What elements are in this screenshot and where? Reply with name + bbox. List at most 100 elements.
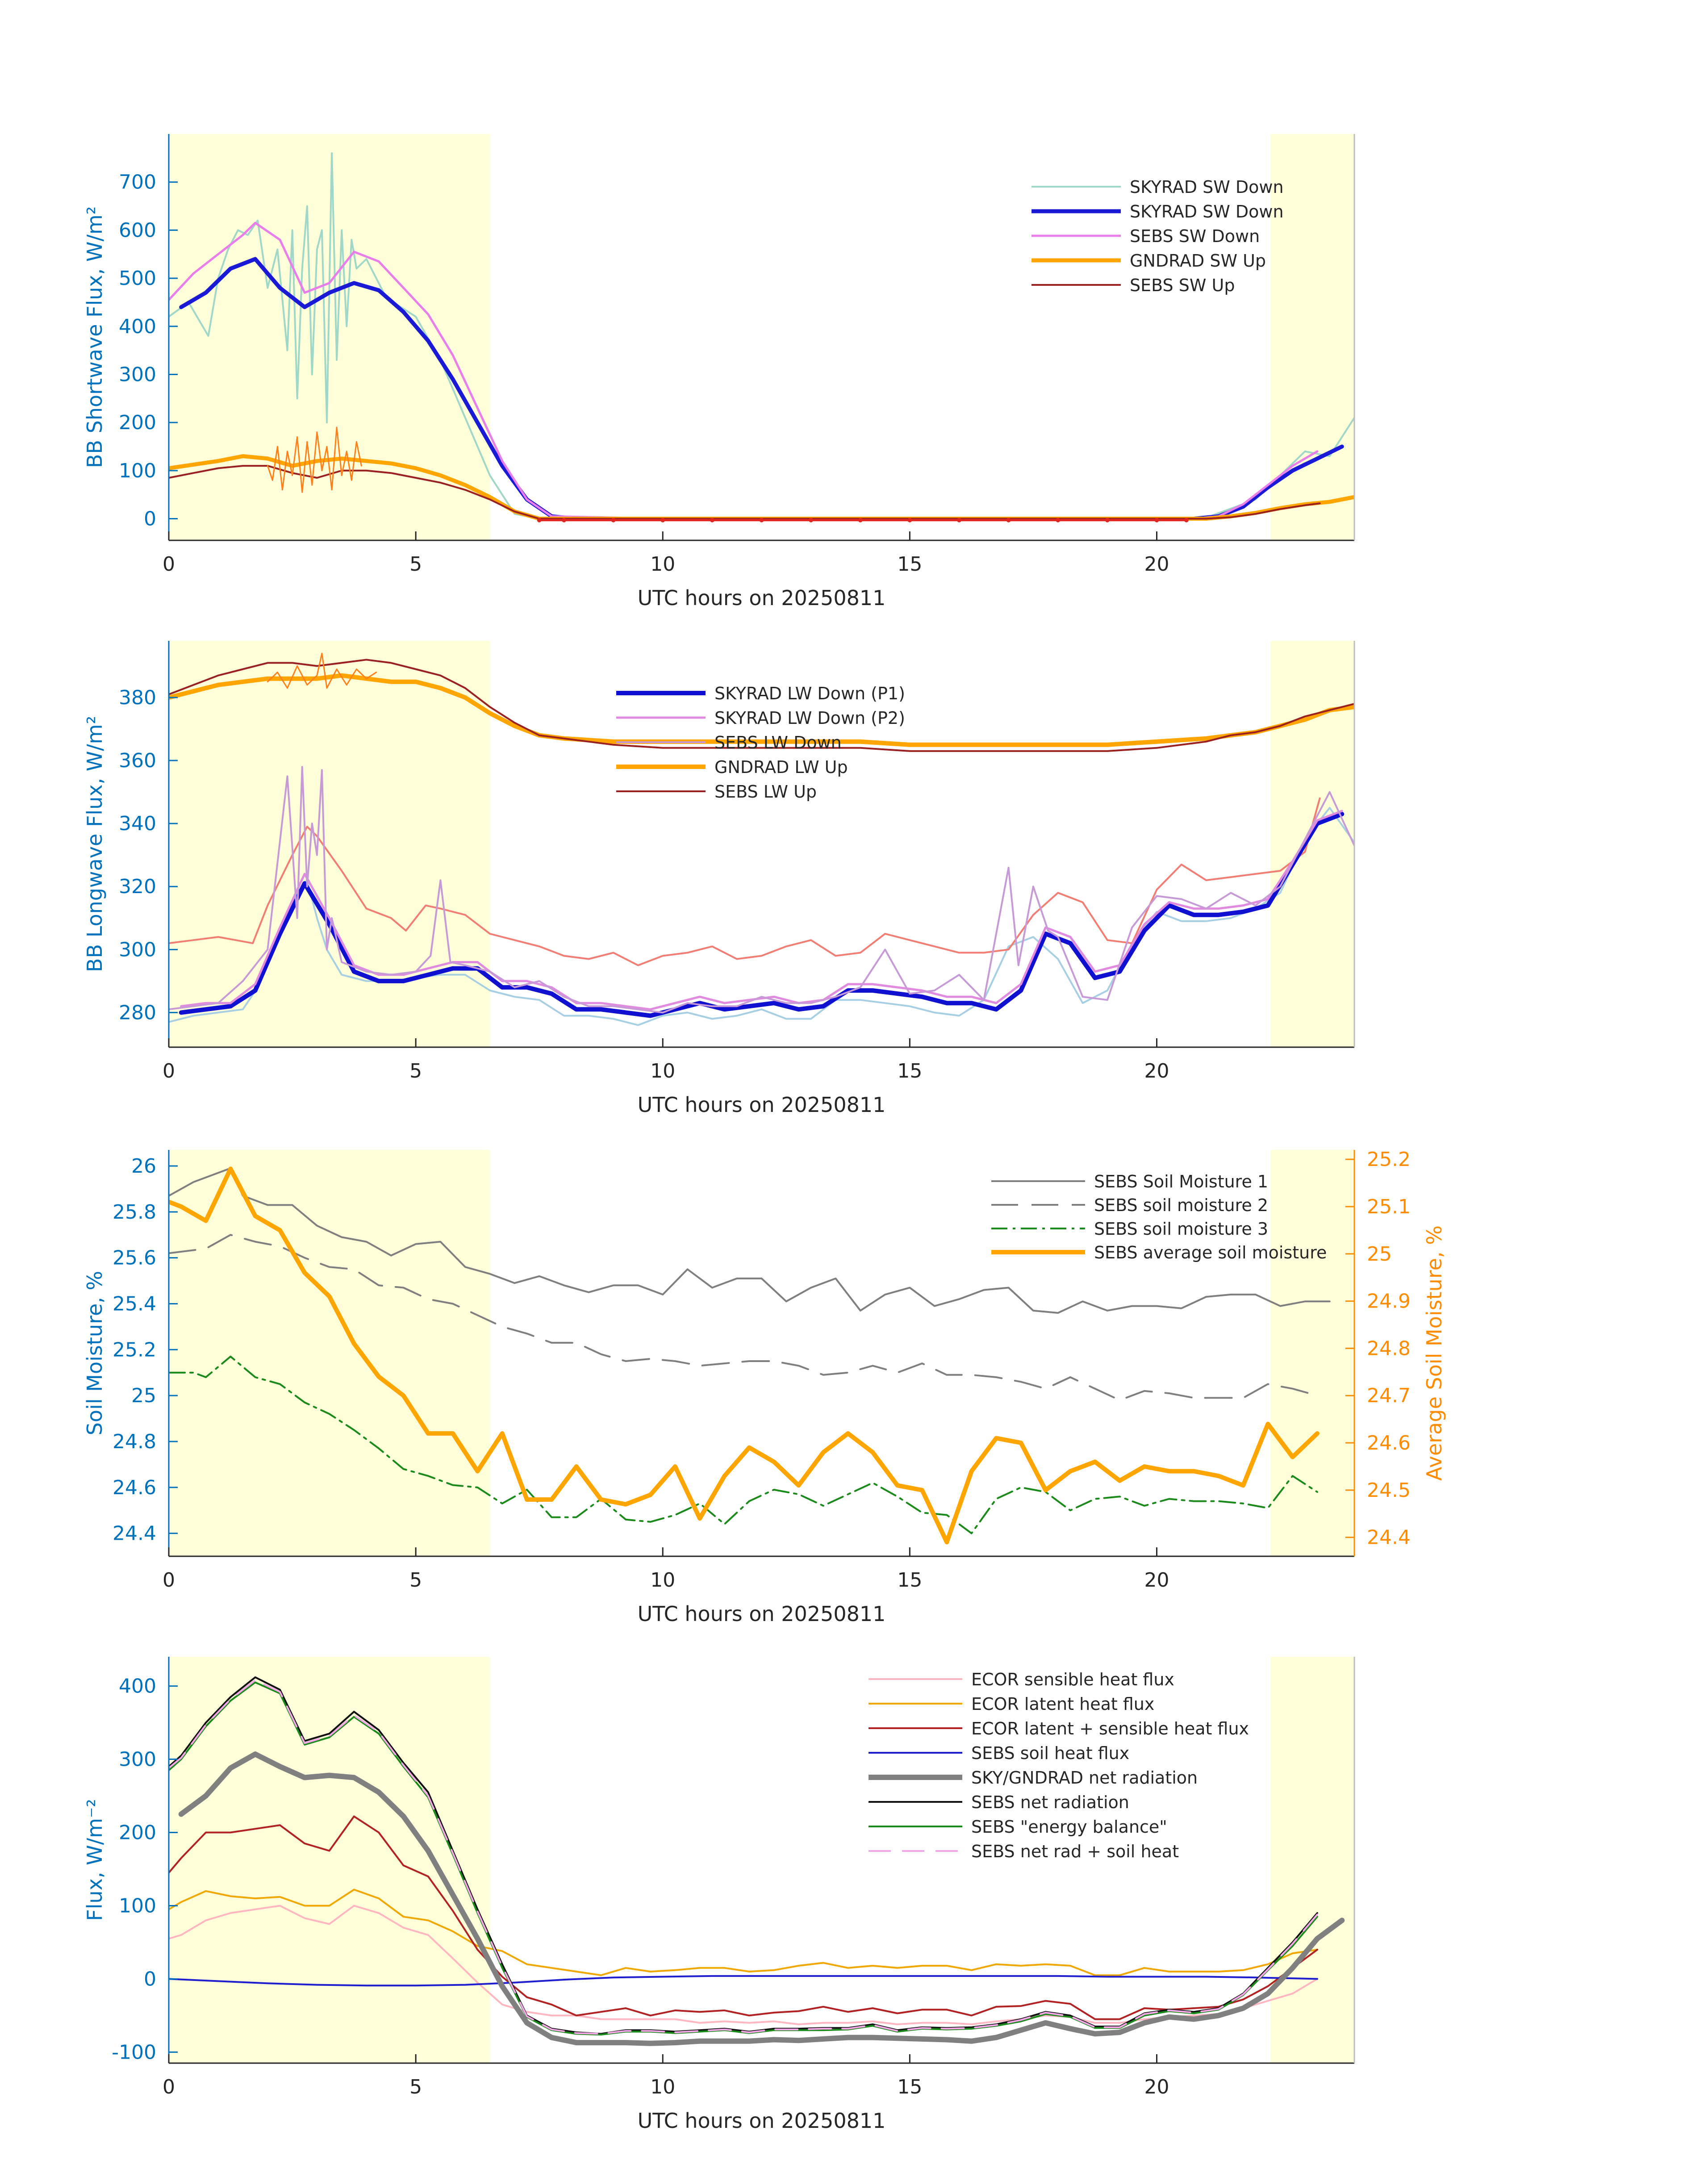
series-point	[1184, 518, 1189, 522]
series-point	[809, 518, 814, 522]
y-right-tick-label: 24.4	[1367, 1526, 1411, 1549]
series-group	[169, 652, 1354, 1026]
legend-label-sebs-net-radiation: SEBS net radiation	[971, 1793, 1129, 1812]
x-tick-label: 15	[897, 2076, 922, 2098]
x-tick-label: 20	[1144, 2076, 1169, 2098]
y-tick-label: 600	[119, 219, 156, 242]
legend-label-sebs-lw-down: SEBS LW Down	[714, 733, 842, 752]
series-point	[957, 518, 961, 522]
y-tick-label: 320	[119, 875, 156, 898]
y-right-tick-label: 24.9	[1367, 1290, 1411, 1313]
y-axis-label: BB Shortwave Flux, W/m²	[83, 206, 107, 468]
y-tick-label: 280	[119, 1001, 156, 1024]
legend-label-sebs-soil-moisture-3: SEBS soil moisture 3	[1094, 1219, 1268, 1239]
x-tick-label: 20	[1144, 1569, 1169, 1592]
series-line-sebs-lw-up	[169, 659, 1354, 752]
y-tick-label: 340	[119, 812, 156, 835]
y-tick-label: 400	[119, 1675, 156, 1698]
series-line-sebs-soil-moisture-3	[169, 1355, 1318, 1534]
series-line-unlabeled	[267, 426, 362, 493]
x-tick-label: 10	[650, 1060, 675, 1082]
legend-label-sebs-soil-moisture-1: SEBS Soil Moisture 1	[1094, 1172, 1268, 1191]
legend-label-sebs-net-rad-soil-heat: SEBS net rad + soil heat	[971, 1842, 1179, 1861]
series-line-skyrad-lw-down-p1	[179, 812, 1345, 1018]
y-tick-label: 25	[131, 1384, 156, 1407]
series-point	[759, 518, 764, 522]
y-right-axis-label: Average Soil Moisture, %	[1422, 1225, 1446, 1481]
y-right-tick-label: 25.1	[1367, 1195, 1411, 1218]
series-line-ecor-latent-sensible-heat-flux	[169, 1815, 1318, 2020]
y-tick-label: 300	[119, 938, 156, 961]
series-line-sebs-net-rad-soil-heat	[169, 1679, 1318, 2035]
y-right-tick-label: 25.2	[1367, 1148, 1411, 1171]
y-tick-label: 200	[119, 1822, 156, 1844]
legend-label-gndrad-lw-up: GNDRAD LW Up	[714, 757, 848, 777]
night-shade-band	[169, 1150, 490, 1556]
series-point	[611, 518, 616, 522]
legend-label-skyrad-sw-down: SKYRAD SW Down	[1130, 177, 1284, 197]
night-shade-band	[1270, 1150, 1354, 1556]
series-point	[1006, 518, 1011, 522]
x-tick-label: 5	[409, 1569, 422, 1592]
legend-label-skyrad-sw-down: SKYRAD SW Down	[1130, 202, 1284, 221]
y-tick-label: 360	[119, 749, 156, 772]
x-tick-label: 15	[897, 1060, 922, 1082]
series-line-sebs-soil-moisture-2	[169, 1234, 1318, 1401]
legend-label-sebs-average-soil-moisture: SEBS average soil moisture	[1094, 1243, 1327, 1262]
series-line-sky-gndrad-net-radiation	[178, 1751, 1345, 2046]
night-shade-band	[169, 1657, 490, 2063]
series-line-gndrad-sw-up	[169, 454, 1354, 521]
y-tick-label: 300	[119, 363, 156, 386]
series-point	[660, 518, 665, 522]
night-shade-band	[1270, 1657, 1354, 2063]
y-tick-label: 0	[144, 508, 156, 531]
night-shade-band	[169, 641, 490, 1047]
x-tick-label: 0	[163, 1569, 175, 1592]
y-tick-label: 100	[119, 460, 156, 482]
series-point	[1105, 518, 1110, 522]
x-tick-label: 10	[650, 553, 675, 576]
series-point	[537, 518, 542, 522]
y-tick-label: 25.8	[113, 1201, 156, 1224]
series-point	[858, 518, 863, 522]
series-group	[169, 152, 1354, 522]
x-tick-label: 20	[1144, 1060, 1169, 1082]
x-tick-label: 5	[409, 553, 422, 576]
legend-label-sebs-lw-up: SEBS LW Up	[714, 782, 817, 802]
series-point	[710, 518, 714, 522]
legend-label-ecor-latent-sensible-heat-flux: ECOR latent + sensible heat flux	[971, 1719, 1249, 1738]
x-axis-label: UTC hours on 20250811	[638, 1602, 886, 1626]
series-line-sebs-average-soil-moisture	[169, 1166, 1320, 1545]
series-point	[562, 518, 566, 522]
series-line-ecor-latent-heat-flux	[169, 1889, 1318, 1976]
y-tick-label: -100	[112, 2041, 156, 2064]
series-point	[1154, 518, 1159, 522]
x-tick-label: 0	[163, 1060, 175, 1082]
y-tick-label: 25.4	[113, 1292, 156, 1315]
legend-label-sebs-sw-down: SEBS SW Down	[1130, 226, 1260, 246]
y-right-tick-label: 25	[1367, 1243, 1392, 1266]
legend-label-ecor-sensible-heat-flux: ECOR sensible heat flux	[971, 1670, 1174, 1689]
x-tick-label: 10	[650, 1569, 675, 1592]
y-tick-label: 25.2	[113, 1338, 156, 1361]
y-tick-label: 24.6	[113, 1476, 156, 1499]
y-tick-label: 0	[144, 1968, 156, 1990]
legend-label-sebs-sw-up: SEBS SW Up	[1130, 276, 1235, 295]
y-tick-label: 300	[119, 1748, 156, 1771]
y-tick-label: 25.6	[113, 1247, 156, 1270]
y-tick-label: 500	[119, 267, 156, 290]
legend-label-gndrad-sw-up: GNDRAD SW Up	[1130, 251, 1266, 271]
series-line-ecor-sensible-heat-flux	[169, 1905, 1318, 2026]
y-tick-label: 26	[131, 1155, 156, 1178]
legend-label-sebs-soil-moisture-2: SEBS soil moisture 2	[1094, 1195, 1268, 1215]
legend-label-sebs-soil-heat-flux: SEBS soil heat flux	[971, 1743, 1129, 1763]
legend: SKYRAD SW Down SKYRAD SW Down SEBS SW Down…	[1031, 177, 1284, 295]
y-right-tick-label: 24.6	[1367, 1432, 1411, 1454]
panel-soil-moisture: 0 5 10 15 20 24.4 24.6 24.8 25 25.2 25.4 25.6 25.8 26…	[83, 1148, 1446, 1626]
x-axis-label: UTC hours on 20250811	[638, 1093, 886, 1117]
series-line-sebs-lw-down	[169, 766, 1354, 1014]
y-right-tick-label: 24.8	[1367, 1337, 1411, 1360]
series-line-sebs-soil-heat-flux	[169, 1975, 1318, 1987]
